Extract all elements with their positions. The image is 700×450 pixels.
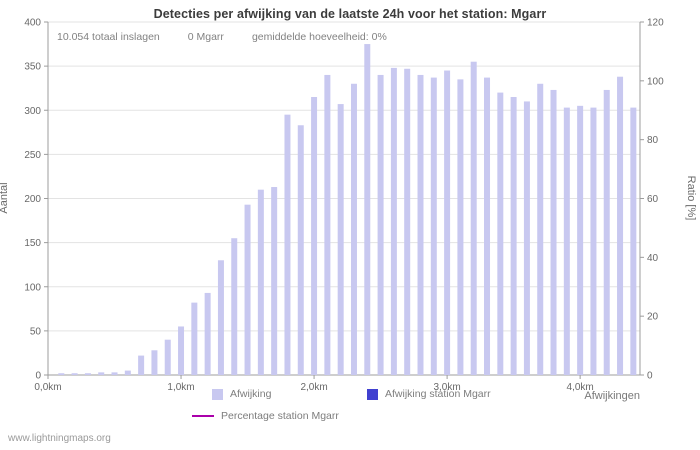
- bar-afwijking: [151, 350, 158, 375]
- x-tick-label: 1,0km: [167, 382, 194, 393]
- x-tick-label: 4,0km: [567, 382, 594, 393]
- legend-item-afwijking: Afwijking: [212, 388, 271, 400]
- bar-afwijking: [98, 372, 105, 375]
- y-right-tick-label: 60: [647, 194, 659, 205]
- bar-afwijking: [271, 187, 278, 375]
- y-left-tick-label: 0: [35, 371, 41, 382]
- bar-afwijking: [111, 372, 118, 375]
- x-axis-title: Afwijkingen: [584, 390, 640, 402]
- chart-title: Detecties per afwijking van de laatste 2…: [153, 7, 547, 21]
- y-left-tick-label: 50: [30, 326, 42, 337]
- bar-afwijking: [337, 104, 344, 375]
- legend-swatch-afwijking: [212, 388, 223, 400]
- bar-afwijking: [191, 302, 198, 375]
- annotation-average-ratio: gemiddelde hoeveelheid: 0%: [251, 31, 387, 43]
- y-axis-left-title: Aantal: [0, 182, 10, 214]
- x-tick-label: 3,0km: [433, 382, 460, 393]
- y-right-tick-label: 20: [647, 312, 659, 323]
- bar-afwijking: [590, 107, 597, 375]
- bar-afwijking: [178, 326, 185, 375]
- bar-afwijking: [444, 70, 451, 375]
- bar-afwijking: [563, 107, 570, 375]
- bar-afwijking: [231, 238, 238, 375]
- bar-afwijking: [577, 105, 584, 376]
- y-right-tick-label: 80: [647, 135, 659, 146]
- bar-afwijking: [217, 260, 224, 375]
- y-axis-right-title: Ratio [%]: [685, 175, 697, 221]
- bar-afwijking: [311, 97, 318, 375]
- bar-afwijking: [164, 339, 171, 375]
- legend-item-percentage-station: Percentage station Mgarr: [192, 410, 339, 422]
- bar-afwijking: [484, 77, 491, 375]
- legend-item-afwijking-station: Afwijking station Mgarr: [367, 388, 491, 400]
- legend-label-percentage-station: Percentage station Mgarr: [221, 410, 339, 422]
- bar-afwijking: [617, 76, 624, 375]
- bar-afwijking: [244, 204, 251, 375]
- bar-afwijking: [204, 292, 211, 375]
- y-left-tick-label: 400: [24, 18, 41, 29]
- bar-afwijking: [390, 67, 397, 375]
- bar-afwijking: [257, 189, 264, 375]
- bar-afwijking: [138, 355, 145, 375]
- bar-afwijking: [537, 83, 544, 376]
- bar-afwijking: [470, 61, 477, 376]
- x-tick-label: 0,0km: [34, 382, 61, 393]
- bar-afwijking: [364, 44, 371, 375]
- y-right-tick-label: 120: [647, 18, 664, 29]
- bar-afwijking: [417, 74, 424, 375]
- bar-afwijking: [350, 83, 357, 376]
- x-tick-label: 2,0km: [300, 382, 327, 393]
- bar-afwijking: [550, 89, 557, 375]
- bar-afwijking: [430, 77, 437, 375]
- y-left-tick-label: 350: [24, 62, 41, 73]
- bar-afwijking: [523, 101, 530, 376]
- bar-afwijking: [510, 97, 517, 375]
- bar-afwijking: [377, 74, 384, 375]
- watermark-url: www.lightningmaps.org: [8, 433, 111, 444]
- annotation-station-count: 0 Mgarr: [187, 31, 224, 43]
- bar-afwijking: [84, 373, 91, 375]
- y-right-tick-label: 40: [647, 253, 659, 264]
- y-right-tick-label: 0: [647, 371, 653, 382]
- bar-afwijking: [324, 74, 331, 375]
- annotation-total-strikes: 10.054 totaal inslagen: [57, 31, 160, 43]
- bar-afwijking: [71, 373, 78, 375]
- bar-afwijking: [404, 68, 411, 376]
- legend-swatch-afwijking-station: [367, 388, 378, 400]
- legend-label-afwijking: Afwijking: [230, 388, 272, 400]
- bar-afwijking: [297, 125, 304, 375]
- legend-label-afwijking-station: Afwijking station Mgarr: [385, 388, 491, 400]
- bar-afwijking: [630, 107, 637, 375]
- bar-afwijking: [58, 373, 65, 375]
- y-left-tick-label: 250: [24, 150, 41, 161]
- chart-annotations: 10.054 totaal inslagen 0 Mgarr gemiddeld…: [57, 31, 387, 43]
- y-left-tick-label: 100: [24, 282, 41, 293]
- y-right-tick-label: 100: [647, 76, 664, 87]
- y-left-tick-label: 150: [24, 238, 41, 249]
- plot-area: 0 50 100 150 200 250 300 350 400 0 20 40 60 80 100 120 0…: [24, 18, 664, 394]
- bar-afwijking: [603, 89, 610, 375]
- bar-afwijking: [284, 114, 291, 375]
- y-left-tick-label: 300: [24, 106, 41, 117]
- bar-afwijking: [457, 79, 464, 376]
- bar-afwijking: [124, 370, 131, 375]
- y-left-tick-label: 200: [24, 194, 41, 205]
- legend-swatch-percentage-station: [192, 415, 214, 417]
- bar-afwijking: [497, 92, 504, 375]
